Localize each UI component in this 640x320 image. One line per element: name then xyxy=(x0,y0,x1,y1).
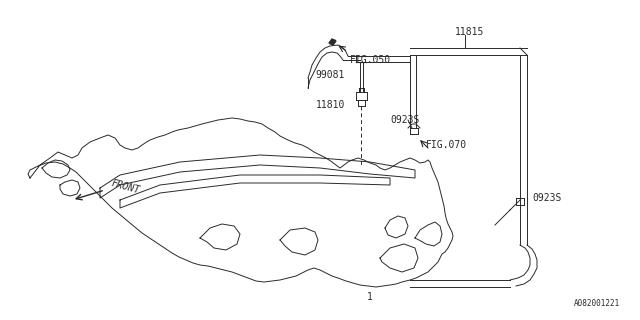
Polygon shape xyxy=(329,39,336,45)
Text: FRONT: FRONT xyxy=(110,178,141,196)
Text: 0923S: 0923S xyxy=(532,193,561,203)
Text: FIG.050: FIG.050 xyxy=(350,55,391,65)
Text: 99081: 99081 xyxy=(315,70,344,80)
Text: 11815: 11815 xyxy=(455,27,484,37)
Text: 11810: 11810 xyxy=(316,100,346,110)
Text: FIG.070: FIG.070 xyxy=(426,140,467,150)
Text: A082001221: A082001221 xyxy=(573,299,620,308)
Text: 0923S: 0923S xyxy=(390,115,419,125)
Text: 1: 1 xyxy=(367,292,373,302)
